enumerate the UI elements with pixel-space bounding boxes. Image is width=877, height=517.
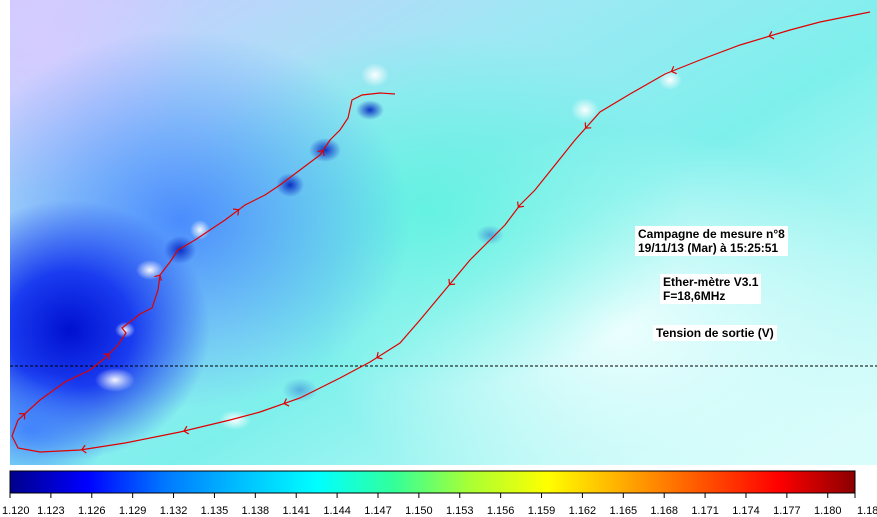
campaign-annotation: Campagne de mesure n°8 19/11/13 (Mar) à … xyxy=(635,226,788,256)
trajectory-arrow xyxy=(584,122,592,129)
colorbar-tick-label: 1.123 xyxy=(37,505,65,517)
colorbar: 1.120 1.123 1.126 1.129 1.132 1.135 1.138 1.141… xyxy=(2,470,877,517)
colorbar-tick-label: 1.156 xyxy=(487,505,515,517)
colorbar-gradient xyxy=(9,470,856,494)
trajectory-arrow xyxy=(183,425,190,435)
colorbar-tick-label: 1.153 xyxy=(446,505,474,517)
colorbar-tick-label: 1.171 xyxy=(691,505,719,517)
colorbar-tick-label: 1.177 xyxy=(773,505,801,517)
device-name: Ether-mètre V3.1 xyxy=(663,275,759,289)
colorbar-tick-label: 1.135 xyxy=(201,505,229,517)
colorbar-tick-label: 1.159 xyxy=(528,505,556,517)
quantity-annotation: Tension de sortie (V) xyxy=(653,325,777,341)
trajectory-arrow xyxy=(103,353,110,360)
device-frequency: F=18,6MHz xyxy=(663,289,726,303)
colorbar-tick-label: 1.141 xyxy=(282,505,310,517)
colorbar-tick-label: 1.120 xyxy=(2,505,30,517)
colorbar-tick-label: 1.147 xyxy=(364,505,392,517)
colorbar-ticks: 1.120 1.123 1.126 1.129 1.132 1.135 1.138 1.141… xyxy=(2,493,877,517)
trajectory-arrow xyxy=(448,278,456,286)
trajectory-arrows xyxy=(19,31,775,454)
colorbar-tick-label: 1.132 xyxy=(160,505,188,517)
trajectory-arrow xyxy=(283,398,290,407)
trajectory-arrow xyxy=(317,149,325,157)
field-low-bottom xyxy=(10,370,110,465)
trajectory-arrow xyxy=(19,413,26,420)
trajectory-arrow xyxy=(670,65,677,75)
colorbar-tick-label: 1.129 xyxy=(119,505,147,517)
device-annotation: Ether-mètre V3.1 F=18,6MHz xyxy=(660,274,762,304)
colorbar-tick-label: 1.182 xyxy=(857,505,877,517)
colorbar-tick-label: 1.180 xyxy=(814,505,842,517)
trajectory-line xyxy=(11,11,871,453)
trajectory-arrow xyxy=(768,31,775,40)
campaign-title: Campagne de mesure n°8 xyxy=(638,227,785,241)
colorbar-tick-label: 1.174 xyxy=(732,505,760,517)
colorbar-tick-label: 1.165 xyxy=(610,505,638,517)
colorbar-tick-label: 1.138 xyxy=(242,505,270,517)
colorbar-tick-label: 1.144 xyxy=(323,505,351,517)
colorbar-tick-label: 1.162 xyxy=(569,505,597,517)
quantity-label: Tension de sortie (V) xyxy=(656,326,774,340)
campaign-datetime: 19/11/13 (Mar) à 15:25:51 xyxy=(638,241,779,255)
colorbar-tick-label: 1.150 xyxy=(405,505,433,517)
colorbar-tick-label: 1.126 xyxy=(78,505,106,517)
trajectory-arrow xyxy=(154,274,162,281)
field-anomalies xyxy=(95,63,682,430)
trajectory-arrow xyxy=(232,208,240,216)
trajectory-arrow xyxy=(516,201,525,208)
trajectory-arrow xyxy=(80,444,87,454)
colorbar-tick-label: 1.168 xyxy=(650,505,678,517)
trajectory-arrow xyxy=(376,351,383,360)
